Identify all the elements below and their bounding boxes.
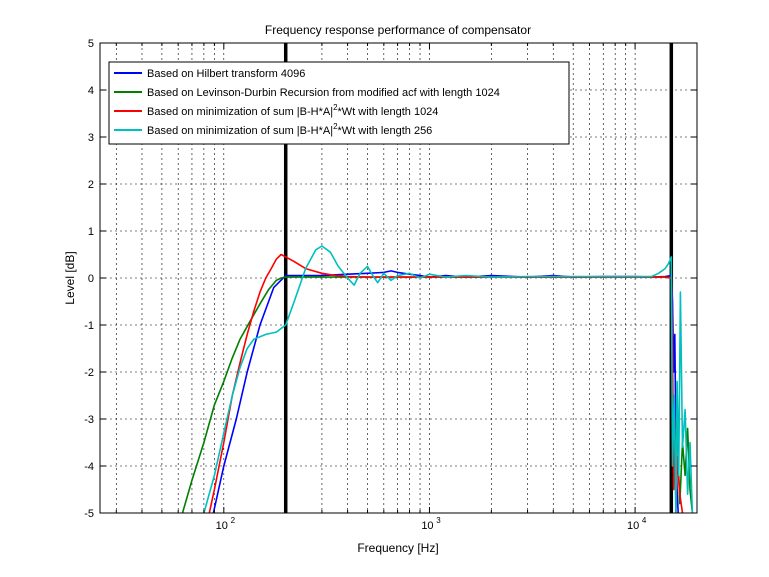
- x-axis-label: Frequency [Hz]: [357, 541, 438, 555]
- x-tick-base: 10: [627, 520, 639, 532]
- y-tick-label: 3: [88, 132, 94, 144]
- series-line-4: [203, 245, 694, 513]
- y-tick-labels: 5 4 3 2 1 0 -1 -2 -3 -4 -5: [84, 38, 94, 520]
- y-tick-label: 5: [88, 38, 94, 50]
- y-tick-label: -5: [84, 508, 94, 520]
- grid-lines: [100, 43, 698, 513]
- x-tick-exponent: 2: [231, 516, 236, 525]
- y-tick-label: -3: [84, 414, 94, 426]
- y-tick-label: -4: [84, 461, 94, 473]
- y-tick-label: -1: [84, 320, 94, 332]
- legend: Based on Hilbert transform 4096 Based on …: [108, 61, 570, 145]
- x-tick-labels: 10 2 10 3 10 4: [216, 516, 647, 532]
- legend-label: Based on minimization of sum |B-H*A|2*Wt…: [147, 122, 432, 137]
- axis-ticks: [100, 42, 698, 514]
- chart-title: Frequency response performance of compen…: [265, 23, 531, 37]
- x-tick-base: 10: [421, 520, 433, 532]
- series-line-3: [208, 253, 684, 513]
- x-tick-label: 10 4: [627, 516, 647, 532]
- y-tick-label: 2: [88, 179, 94, 191]
- legend-box: [108, 61, 570, 145]
- x-tick-base: 10: [216, 520, 228, 532]
- y-tick-label: 0: [88, 273, 94, 285]
- legend-label: Based on Levinson-Durbin Recursion from …: [147, 87, 500, 99]
- x-tick-exponent: 3: [436, 516, 441, 525]
- legend-label: Based on Hilbert transform 4096: [147, 68, 305, 80]
- x-tick-label: 10 2: [216, 516, 236, 532]
- legend-label: Based on minimization of sum |B-H*A|2*Wt…: [147, 103, 438, 118]
- y-tick-label: 1: [88, 226, 94, 238]
- y-tick-label: 4: [88, 85, 94, 97]
- series-lines: [181, 245, 694, 513]
- y-tick-label: -2: [84, 367, 94, 379]
- x-tick-label: 10 3: [421, 516, 441, 532]
- x-tick-exponent: 4: [642, 516, 647, 525]
- y-axis-label: Level [dB]: [63, 251, 77, 304]
